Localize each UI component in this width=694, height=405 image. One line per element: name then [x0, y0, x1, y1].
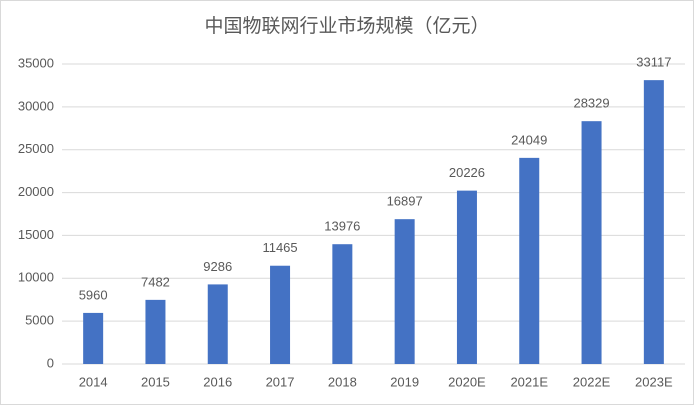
bar	[456, 190, 477, 364]
bar	[270, 265, 291, 364]
value-label: 16897	[387, 194, 423, 209]
x-tick-label: 2016	[203, 374, 232, 389]
bar	[643, 80, 664, 364]
bar	[207, 284, 228, 364]
y-tick-label: 0	[47, 355, 54, 370]
x-tick-label: 2018	[328, 374, 357, 389]
value-label: 20226	[449, 165, 485, 180]
x-tick-label: 2021E	[510, 374, 548, 389]
x-tick-label: 2014	[79, 374, 108, 389]
bar	[83, 312, 104, 364]
value-label: 24049	[511, 132, 547, 147]
bar	[332, 244, 353, 364]
x-tick-label: 2023E	[635, 374, 673, 389]
y-tick-label: 20000	[18, 184, 54, 199]
chart-title: 中国物联网行业市场规模（亿元）	[204, 15, 489, 37]
value-label: 33117	[636, 55, 671, 70]
x-tick-label: 2020E	[448, 374, 486, 389]
y-tick-label: 5000	[25, 313, 54, 328]
y-tick-label: 15000	[18, 227, 54, 242]
y-tick-label: 30000	[18, 98, 54, 113]
value-label: 7482	[141, 274, 170, 289]
x-tick-label: 2019	[390, 374, 419, 389]
value-label: 5960	[79, 287, 108, 302]
y-tick-label: 25000	[18, 141, 54, 156]
y-tick-label: 35000	[18, 55, 54, 70]
value-label: 13976	[324, 219, 360, 234]
value-label: 9286	[203, 259, 232, 274]
bar	[519, 157, 540, 364]
bar	[145, 299, 166, 364]
value-label: 11465	[262, 240, 297, 255]
x-tick-label: 2022E	[573, 374, 611, 389]
bar	[394, 219, 415, 364]
x-tick-label: 2017	[266, 374, 295, 389]
y-tick-label: 10000	[18, 270, 54, 285]
x-tick-label: 2015	[141, 374, 170, 389]
value-label: 28329	[573, 96, 609, 111]
bar	[581, 121, 602, 365]
